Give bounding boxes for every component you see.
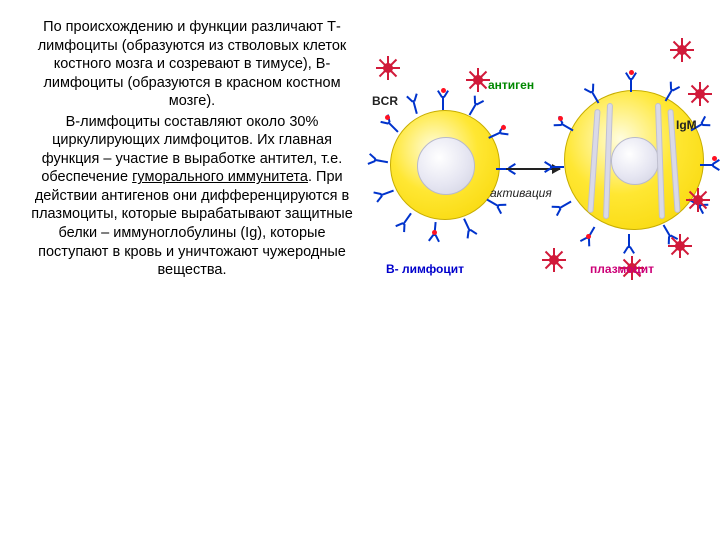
bound-antigen-dot <box>558 116 563 121</box>
bound-antigen-dot <box>441 88 446 93</box>
antigen-icon <box>544 250 564 270</box>
antigen-icon <box>468 70 488 90</box>
er-stack <box>655 103 665 219</box>
antigen-icon <box>672 40 692 60</box>
igm-receptor-icon <box>630 78 632 92</box>
text-column: По происхождению и функции различают Т-л… <box>0 0 370 540</box>
label-plasma: плазмоцит <box>590 262 654 276</box>
antigen-icon <box>688 190 708 210</box>
label-igm: IgM <box>676 118 697 132</box>
bcr-receptor-icon <box>442 96 444 110</box>
bound-antigen-dot <box>712 156 717 161</box>
bound-antigen-dot <box>586 234 591 239</box>
bound-antigen-dot <box>385 115 390 120</box>
igm-receptor-icon <box>628 234 630 248</box>
slide: По происхождению и функции различают Т-л… <box>0 0 720 540</box>
antigen-icon <box>378 58 398 78</box>
label-bcell: В- лимфоцит <box>386 262 464 276</box>
cell-nucleus <box>611 137 659 185</box>
bcell-diagram: BCR антиген IgM активация В- лимфоцит пл… <box>372 40 712 300</box>
label-activation: активация <box>490 186 552 200</box>
bcr-receptor-icon <box>374 159 388 163</box>
cell-nucleus <box>417 137 475 195</box>
paragraph-origin: По происхождению и функции различают Т-л… <box>22 18 362 111</box>
igm-receptor-icon <box>700 164 714 166</box>
paragraph-function: В-лимфоциты составляют около 30% циркули… <box>22 113 362 280</box>
bcr-receptor-icon <box>412 100 418 114</box>
humoral-immunity-term: гуморального иммунитета <box>132 169 308 185</box>
para2-tail: . При действии антигенов они дифференцир… <box>31 169 353 278</box>
label-bcr: BCR <box>372 94 398 108</box>
igm-receptor-icon <box>558 201 571 210</box>
bcr-receptor-icon <box>488 131 502 139</box>
bcr-receptor-icon <box>387 121 398 132</box>
bound-antigen-dot <box>501 125 506 130</box>
bcr-receptor-icon <box>463 218 471 232</box>
bound-antigen-dot <box>629 70 634 75</box>
b-lymphocyte-cell <box>390 110 500 220</box>
er-stack <box>587 109 600 213</box>
bcr-receptor-icon <box>402 213 412 226</box>
antigen-icon <box>690 84 710 104</box>
antigen-icon <box>670 236 690 256</box>
bound-antigen-dot <box>432 230 437 235</box>
label-antigen: антиген <box>488 78 534 92</box>
plasmacyte-cell <box>564 90 704 230</box>
igm-receptor-icon <box>550 166 564 168</box>
bcr-receptor-icon <box>469 102 478 115</box>
bcr-receptor-icon <box>380 190 394 197</box>
